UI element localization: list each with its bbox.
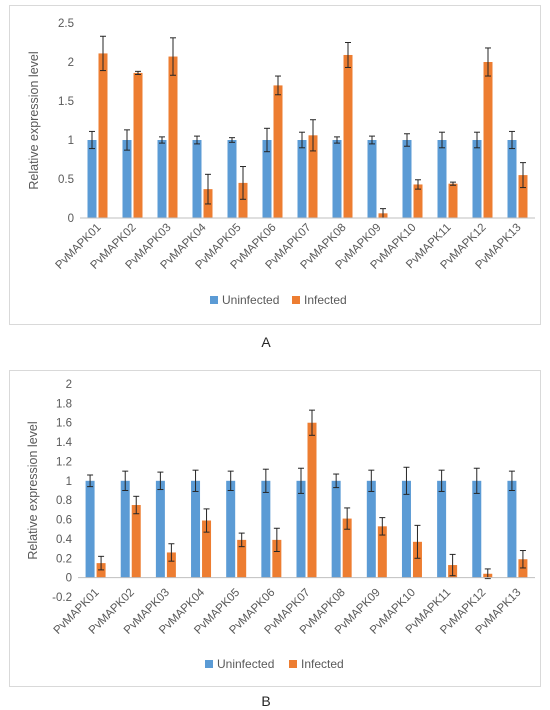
legend-label-infected: Infected <box>301 657 344 671</box>
bar-uninfected <box>157 140 167 218</box>
bar-infected <box>377 526 387 578</box>
bar-uninfected <box>297 140 307 218</box>
bar-uninfected <box>120 480 130 578</box>
bar-uninfected <box>262 140 272 218</box>
bar-uninfected <box>122 140 132 218</box>
y-tick-label: 2.5 <box>58 18 74 30</box>
bar-infected <box>412 541 422 578</box>
bar-uninfected <box>507 140 517 218</box>
bar-uninfected <box>296 480 306 578</box>
y-tick-label: 1.2 <box>56 456 72 468</box>
bar-uninfected <box>87 140 97 218</box>
panel-label-b: B <box>261 693 271 709</box>
y-tick-label: 0.2 <box>56 553 72 565</box>
bar-infected <box>342 518 352 578</box>
bar-infected <box>413 184 423 218</box>
bar-infected <box>343 54 353 219</box>
y-tick-label: 0.6 <box>56 515 72 527</box>
bar-uninfected <box>155 480 165 578</box>
bar-infected <box>448 183 458 218</box>
bar-uninfected <box>366 480 376 578</box>
bar-uninfected <box>85 480 95 578</box>
y-tick-label: 1 <box>66 476 72 488</box>
y-axis-label: Relative expression level <box>26 421 40 559</box>
bar-infected <box>98 53 108 218</box>
chart-b-svg: -0.2 0 0.2 0.4 0.6 0.8 1 1.2 1.4 1.6 1.8 2 Relative … <box>26 379 535 671</box>
bar-infected <box>273 85 283 219</box>
bar-uninfected <box>507 480 517 578</box>
bar-infected <box>307 422 317 578</box>
y-tick-label: 2 <box>66 379 72 391</box>
y-tick-label: 1.8 <box>56 398 72 410</box>
legend-swatch-infected <box>292 296 300 304</box>
bar-infected <box>133 72 143 218</box>
bar-infected <box>131 505 141 578</box>
bar-uninfected <box>472 140 482 218</box>
bar-infected <box>272 539 282 578</box>
legend-swatch-uninfected <box>210 296 218 304</box>
bar-infected <box>168 56 178 218</box>
y-tick-label: 1.5 <box>58 96 74 108</box>
bar-infected <box>238 182 248 218</box>
y-tick-label: 0 <box>68 213 74 225</box>
chart-panel-a: 0 0.5 1 1.5 2 2.5 Relative expression level PvM… <box>9 5 541 325</box>
legend-label-uninfected: Uninfected <box>222 293 279 307</box>
bar-infected <box>237 539 247 578</box>
bar-uninfected <box>331 480 341 578</box>
y-tick-label: 1.4 <box>56 437 73 449</box>
bar-infected <box>483 62 493 218</box>
legend-label-infected: Infected <box>304 293 347 307</box>
bar-uninfected <box>192 140 202 218</box>
bar-uninfected <box>401 480 411 578</box>
bar-infected <box>308 135 318 218</box>
y-tick-label: 1.6 <box>56 418 72 430</box>
bar-uninfected <box>261 480 271 578</box>
chart-panel-b: -0.2 0 0.2 0.4 0.6 0.8 1 1.2 1.4 1.6 1.8 2 Relative … <box>9 370 541 687</box>
bar-infected <box>202 520 212 578</box>
y-tick-label: 0.5 <box>58 174 74 186</box>
y-tick-label: -0.2 <box>52 592 72 604</box>
bar-uninfected <box>437 140 447 218</box>
bar-uninfected <box>402 140 412 218</box>
bar-uninfected <box>437 480 447 578</box>
bar-uninfected <box>367 140 377 218</box>
legend-label-uninfected: Uninfected <box>217 657 274 671</box>
y-tick-label: 0 <box>66 573 72 585</box>
legend-swatch-infected <box>289 660 297 668</box>
y-tick-label: 0.4 <box>56 534 73 546</box>
bar-infected <box>166 552 176 578</box>
bar-uninfected <box>332 140 342 218</box>
y-axis-label: Relative expression level <box>27 51 41 189</box>
legend-swatch-uninfected <box>205 660 213 668</box>
y-tick-label: 1 <box>68 135 74 147</box>
bar-uninfected <box>227 140 237 218</box>
bar-uninfected <box>472 480 482 578</box>
panel-label-a: A <box>261 334 271 350</box>
y-tick-label: 0.8 <box>56 495 72 507</box>
y-tick-label: 2 <box>68 57 74 69</box>
bar-uninfected <box>226 480 236 578</box>
bar-uninfected <box>191 480 201 578</box>
bar-infected <box>518 175 528 218</box>
